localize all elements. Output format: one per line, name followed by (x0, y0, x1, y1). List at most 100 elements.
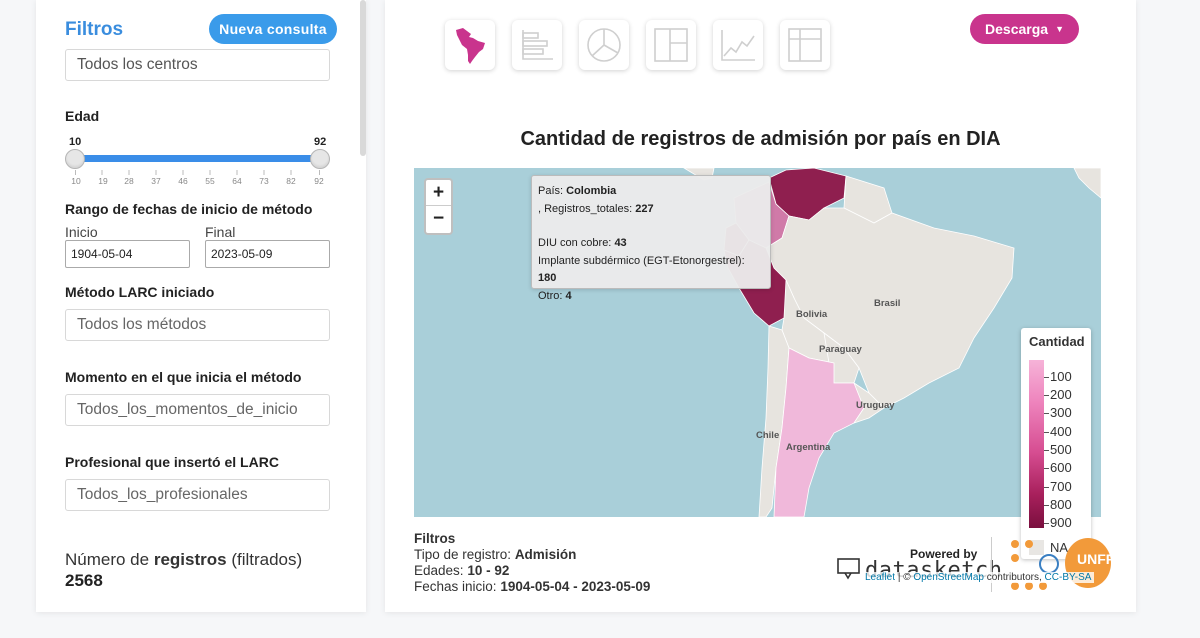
map-label-chile: Chile (756, 430, 780, 441)
footer-filters: Filtros Tipo de registro: Admisión Edade… (414, 531, 650, 595)
tooltip-total: 227 (635, 202, 654, 215)
age-slider-max-handle[interactable] (310, 149, 330, 169)
map-attribution: Leaflet | © OpenStreetMap contributors, … (862, 572, 1095, 583)
legend-tick (1044, 377, 1049, 378)
filters-scrollbar[interactable] (360, 0, 366, 156)
moment-label: Momento en el que inicia el método (65, 369, 302, 385)
age-tick: 82 (286, 176, 296, 186)
records-strong: registros (153, 550, 227, 569)
table-icon[interactable] (780, 20, 830, 70)
legend-value: 900 (1050, 515, 1072, 530)
map-label-argentina: Argentina (786, 442, 831, 453)
zoom-control: + − (424, 178, 453, 235)
unfpa-logo: UNFPA (1077, 551, 1125, 567)
professional-select[interactable]: Todos_los_profesionales (65, 479, 330, 511)
legend-title: Cantidad (1029, 334, 1085, 349)
age-tick: 19 (98, 176, 108, 186)
legend-tick (1044, 487, 1049, 488)
legend-tick (1044, 468, 1049, 469)
legend-tick (1044, 523, 1049, 524)
age-tick: 10 (71, 176, 81, 186)
age-tick: 92 (314, 176, 324, 186)
chart-title: Cantidad de registros de admisión por pa… (520, 128, 1001, 150)
records-prefix: Número de (65, 550, 150, 569)
dots-logo-icon (1011, 540, 1059, 590)
attribution-sep: | © (897, 572, 911, 583)
age-tick: 37 (151, 176, 161, 186)
line-chart-icon[interactable] (713, 20, 763, 70)
age-slider-min-handle[interactable] (65, 149, 85, 169)
treemap-icon[interactable] (646, 20, 696, 70)
date-range-label: Rango de fechas de inicio de método (65, 201, 313, 217)
leaflet-link[interactable]: Leaflet (865, 572, 896, 583)
legend-value: 400 (1050, 424, 1072, 439)
tooltip-implant: 180 (538, 272, 557, 284)
age-slider-ticks (75, 170, 320, 175)
center-select[interactable]: Todos los centros (65, 49, 330, 81)
age-tick: 55 (205, 176, 215, 186)
legend-value: 100 (1050, 369, 1072, 384)
footer-ages-label: Edades: (414, 563, 464, 578)
map-icon[interactable] (445, 20, 495, 70)
choropleth-map[interactable]: + − Brasil Bolivia Paraguay Uruguay Chil… (414, 168, 1101, 517)
legend-color-scale (1029, 360, 1044, 528)
method-select[interactable]: Todos los métodos (65, 309, 330, 341)
legend-value: 700 (1050, 479, 1072, 494)
tooltip-implant-label: Implante subdérmico (EGT-Etonorgestrel): (538, 254, 745, 267)
map-legend: Cantidad 100 200 300 400 500 600 700 800… (1021, 328, 1091, 559)
zoom-out-button[interactable]: − (432, 208, 445, 229)
legend-na-label: NA (1050, 540, 1069, 555)
zoom-in-button[interactable]: + (426, 180, 451, 206)
attribution-rest: contributors, (986, 572, 1042, 583)
tooltip-other: 4 (565, 289, 572, 302)
legend-value: 500 (1050, 442, 1072, 457)
legend-tick (1044, 395, 1049, 396)
method-label: Método LARC iniciado (65, 284, 215, 300)
records-count-value: 2568 (65, 571, 103, 590)
footer-type-value: Admisión (514, 547, 577, 562)
legend-value: 600 (1050, 460, 1072, 475)
footer-dates-value: 1904-05-04 - 2023-05-09 (500, 579, 651, 594)
footer-ages-value: 10 - 92 (467, 563, 510, 578)
end-date-input[interactable]: 2023-05-09 (205, 240, 330, 268)
footer-dates-label: Fechas inicio: (414, 579, 497, 594)
moment-select[interactable]: Todos_los_momentos_de_inicio (65, 394, 330, 426)
new-query-button[interactable]: Nueva consulta (209, 14, 337, 44)
tooltip-total-label: , Registros_totales: (538, 202, 633, 215)
download-button[interactable]: Descarga ▼ (970, 14, 1079, 44)
filters-panel: Filtros Nueva consulta Todos los centros… (36, 0, 366, 612)
start-date-input[interactable]: 1904-05-04 (65, 240, 190, 268)
tooltip-country: Colombia (566, 185, 617, 197)
professional-label: Profesional que insertó el LARC (65, 454, 279, 470)
map-label-uruguay: Uruguay (856, 400, 895, 411)
age-slider-track[interactable] (75, 155, 320, 162)
records-suffix: (filtrados) (231, 550, 303, 569)
legend-tick (1044, 432, 1049, 433)
pie-chart-icon[interactable] (579, 20, 629, 70)
legend-tick (1044, 413, 1049, 414)
legend-value: 300 (1050, 405, 1072, 420)
osm-link[interactable]: OpenStreetMap (913, 572, 984, 583)
tooltip-country-label: País: (538, 185, 564, 197)
tooltip-other-label: Otro: (538, 289, 563, 302)
age-max-value: 92 (314, 136, 327, 148)
datasketch-logo-icon (837, 558, 861, 585)
map-label-brasil: Brasil (874, 298, 901, 309)
records-count-label: Número de registros (filtrados) (65, 550, 302, 570)
legend-tick (1044, 505, 1049, 506)
bar-chart-icon[interactable] (512, 20, 562, 70)
map-label-paraguay: Paraguay (819, 344, 862, 355)
footer-type-label: Tipo de registro: (414, 547, 512, 562)
main-panel: Descarga ▼ Cantidad de registros de admi… (385, 0, 1136, 612)
powered-by-label: Powered by (910, 547, 978, 561)
age-label: Edad (65, 108, 100, 124)
legend-tick (1044, 450, 1049, 451)
age-tick: 73 (259, 176, 269, 186)
country-tooltip: País: Colombia , Registros_totales: 227 … (531, 175, 771, 302)
end-date-label: Final (205, 224, 236, 240)
license-link[interactable]: CC-BY-SA (1044, 572, 1092, 583)
footer-divider (991, 537, 992, 592)
start-date-label: Inicio (65, 224, 98, 240)
legend-value: 800 (1050, 497, 1072, 512)
map-label-bolivia: Bolivia (796, 309, 828, 320)
